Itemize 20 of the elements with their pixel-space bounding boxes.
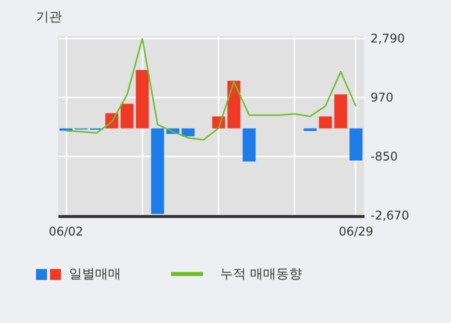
bar [242, 128, 256, 162]
y-tick-label: 2,790 [370, 31, 405, 46]
bar [120, 104, 134, 128]
x-tick-label: 06/29 [338, 224, 374, 238]
y-tick-label: -850 [370, 150, 398, 164]
y-tick-label: 970 [370, 90, 394, 104]
bar [136, 70, 149, 128]
bar [304, 128, 317, 132]
bar [151, 128, 164, 214]
chart-title: 기관 [36, 10, 62, 25]
bar [334, 94, 348, 128]
legend-label: 일별매매 [69, 266, 121, 283]
bar [350, 128, 362, 161]
bar [318, 116, 332, 128]
line-series [65, 38, 357, 141]
bar [182, 128, 195, 136]
legend-label: 누적 매매동향 [220, 266, 302, 283]
y-tick-label: -2,670 [370, 208, 410, 223]
x-tick-label: 06/02 [48, 224, 84, 238]
bar [227, 80, 240, 128]
